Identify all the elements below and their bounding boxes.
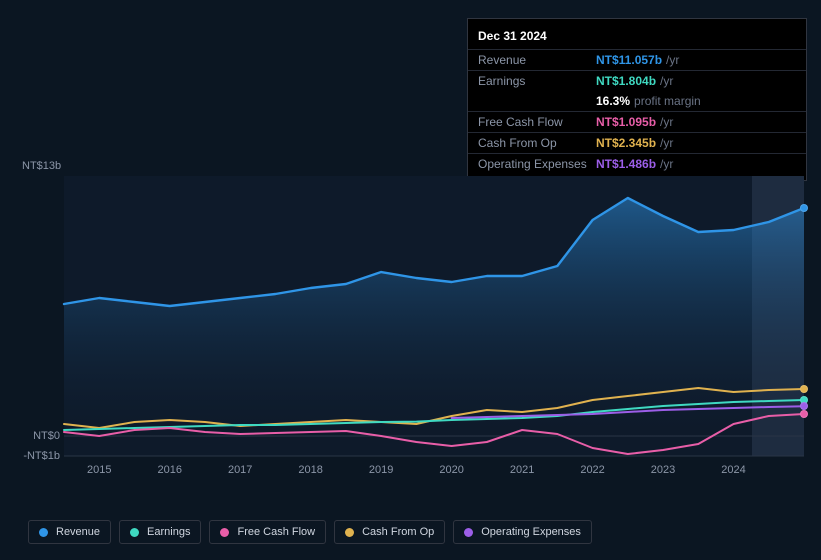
tooltip-row-value: NT$2.345b xyxy=(596,136,656,150)
legend-label: Cash From Op xyxy=(362,526,434,538)
tooltip-row-label: Revenue xyxy=(478,53,596,67)
tooltip-row: Cash From OpNT$2.345b/yr xyxy=(468,132,806,153)
legend-item[interactable]: Cash From Op xyxy=(334,520,445,544)
y-axis-max-label: NT$13b xyxy=(22,160,61,172)
chart-root: { "tooltip": { "date": "Dec 31 2024", "r… xyxy=(0,0,821,560)
tooltip-row-label: Free Cash Flow xyxy=(478,115,596,129)
legend-label: Earnings xyxy=(147,526,190,538)
tooltip-sub-text: profit margin xyxy=(634,94,701,108)
legend-swatch xyxy=(39,528,48,537)
tooltip-row: Free Cash FlowNT$1.095b/yr xyxy=(468,111,806,132)
tooltip-row-unit: /yr xyxy=(660,136,673,150)
legend-swatch xyxy=(345,528,354,537)
tooltip-date: Dec 31 2024 xyxy=(468,25,806,49)
legend-item[interactable]: Operating Expenses xyxy=(453,520,592,544)
legend-label: Revenue xyxy=(56,526,100,538)
tooltip-row-unit: /yr xyxy=(660,157,673,171)
legend: Revenue Earnings Free Cash Flow Cash From O… xyxy=(28,520,592,544)
tooltip-row: EarningsNT$1.804b/yr xyxy=(468,70,806,91)
tooltip-row-value: NT$1.095b xyxy=(596,115,656,129)
x-tick-label: 2024 xyxy=(721,464,745,476)
legend-swatch xyxy=(464,528,473,537)
tooltip-row-label: Operating Expenses xyxy=(478,157,596,171)
legend-item[interactable]: Earnings xyxy=(119,520,201,544)
legend-swatch xyxy=(220,528,229,537)
tooltip-row-unit: /yr xyxy=(666,53,679,67)
series-end-marker xyxy=(800,402,808,410)
x-tick-label: 2016 xyxy=(157,464,181,476)
tooltip-row-unit: /yr xyxy=(660,115,673,129)
y-tick-label: NT$0 xyxy=(18,430,60,442)
legend-swatch xyxy=(130,528,139,537)
x-tick-label: 2023 xyxy=(651,464,675,476)
tooltip: Dec 31 2024 RevenueNT$11.057b/yrEarnings… xyxy=(467,18,807,181)
tooltip-row-value: NT$1.804b xyxy=(596,74,656,88)
x-tick-label: 2020 xyxy=(439,464,463,476)
x-tick-label: 2021 xyxy=(510,464,534,476)
tooltip-row-value: NT$11.057b xyxy=(596,53,662,67)
legend-item[interactable]: Free Cash Flow xyxy=(209,520,326,544)
tooltip-row-unit: /yr xyxy=(660,74,673,88)
tooltip-row-value: NT$1.486b xyxy=(596,157,656,171)
revenue-area-fill xyxy=(64,198,804,436)
tooltip-sub-row: 16.3% profit margin xyxy=(468,91,806,111)
chart[interactable]: NT$0 -NT$1b 2015 2016 2017 2018 2019 2020 2021 20… xyxy=(18,176,804,478)
x-tick-label: 2022 xyxy=(580,464,604,476)
chart-svg xyxy=(18,176,804,478)
x-tick-label: 2015 xyxy=(87,464,111,476)
tooltip-row-label: Cash From Op xyxy=(478,136,596,150)
tooltip-row: Operating ExpensesNT$1.486b/yr xyxy=(468,153,806,174)
tooltip-sub-value: 16.3% xyxy=(596,94,630,108)
x-tick-label: 2017 xyxy=(228,464,252,476)
x-tick-label: 2019 xyxy=(369,464,393,476)
series-end-marker xyxy=(800,385,808,393)
series-end-marker xyxy=(800,204,808,212)
series-end-marker xyxy=(800,410,808,418)
legend-item[interactable]: Revenue xyxy=(28,520,111,544)
tooltip-row: RevenueNT$11.057b/yr xyxy=(468,49,806,70)
x-tick-label: 2018 xyxy=(298,464,322,476)
tooltip-row-label: Earnings xyxy=(478,74,596,88)
legend-label: Operating Expenses xyxy=(481,526,581,538)
y-tick-label: -NT$1b xyxy=(18,450,60,462)
legend-label: Free Cash Flow xyxy=(237,526,315,538)
